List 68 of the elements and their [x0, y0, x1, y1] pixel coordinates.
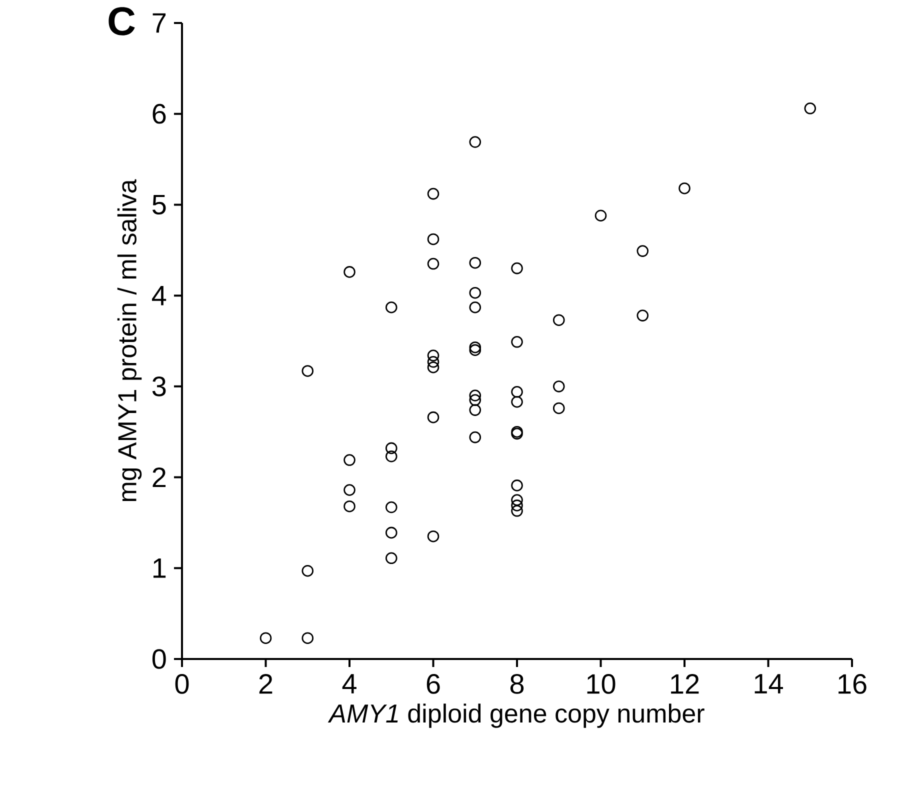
- point: [427, 188, 440, 200]
- point: [511, 396, 523, 408]
- point: [511, 505, 523, 517]
- point: [469, 344, 482, 356]
- point: [804, 102, 816, 114]
- point: [469, 390, 482, 402]
- x-tick-label: 0: [175, 674, 189, 694]
- point: [302, 365, 314, 377]
- y-tick-label: 0: [152, 649, 166, 669]
- x-tick-label: 6: [426, 674, 440, 694]
- y-axis-title: mg AMY1 protein / ml saliva: [117, 179, 142, 502]
- point: [469, 256, 482, 269]
- y-tick-label: 2: [152, 467, 166, 488]
- point: [385, 450, 398, 462]
- point: [636, 245, 649, 257]
- point: [385, 301, 398, 314]
- point: [302, 632, 314, 644]
- point: [302, 564, 314, 577]
- point: [552, 402, 565, 414]
- point: [385, 501, 398, 514]
- point: [678, 182, 690, 194]
- x-tick-label: 4: [342, 674, 356, 694]
- x-tick-label: 12: [671, 674, 699, 694]
- point: [469, 394, 482, 406]
- point: [511, 500, 523, 512]
- x-tick-label: 14: [754, 674, 783, 694]
- point: [344, 454, 356, 466]
- point: [552, 380, 565, 392]
- point: [511, 494, 523, 506]
- point: [385, 442, 398, 454]
- point: [469, 341, 482, 354]
- point: [511, 262, 523, 274]
- point: [385, 526, 398, 539]
- point: [427, 233, 440, 246]
- x-tick-label: 16: [838, 674, 866, 694]
- point: [594, 210, 607, 222]
- y-tick-label: 4: [152, 286, 166, 306]
- text: C: [108, 7, 135, 36]
- point: [427, 361, 440, 374]
- point: [636, 310, 649, 322]
- point: [344, 484, 356, 496]
- y-tick-label: 5: [152, 194, 166, 214]
- x-tick-label: 10: [587, 674, 616, 694]
- point: [344, 266, 356, 278]
- y-tick-label: 3: [152, 376, 166, 396]
- point: [552, 314, 565, 326]
- point: [511, 336, 523, 348]
- point: [427, 350, 440, 362]
- point: [427, 411, 440, 424]
- point: [469, 404, 482, 416]
- point: [469, 136, 482, 148]
- point: [385, 552, 398, 564]
- point: [469, 431, 482, 444]
- y-tick-label: 6: [152, 104, 166, 124]
- point: [427, 530, 440, 542]
- point: [260, 632, 272, 644]
- y-tick-label: 1: [153, 558, 166, 578]
- point: [511, 386, 523, 398]
- x-axis-title: AMY1 diploid gene copy number: [328, 704, 704, 728]
- point: [427, 258, 440, 270]
- point: [469, 301, 482, 314]
- y-tick-label: 7: [152, 13, 166, 33]
- point: [511, 480, 523, 492]
- point: [344, 500, 356, 512]
- x-tick-label: 2: [259, 674, 272, 694]
- point: [427, 356, 440, 368]
- x-tick-label: 8: [510, 674, 524, 694]
- point: [469, 286, 482, 299]
